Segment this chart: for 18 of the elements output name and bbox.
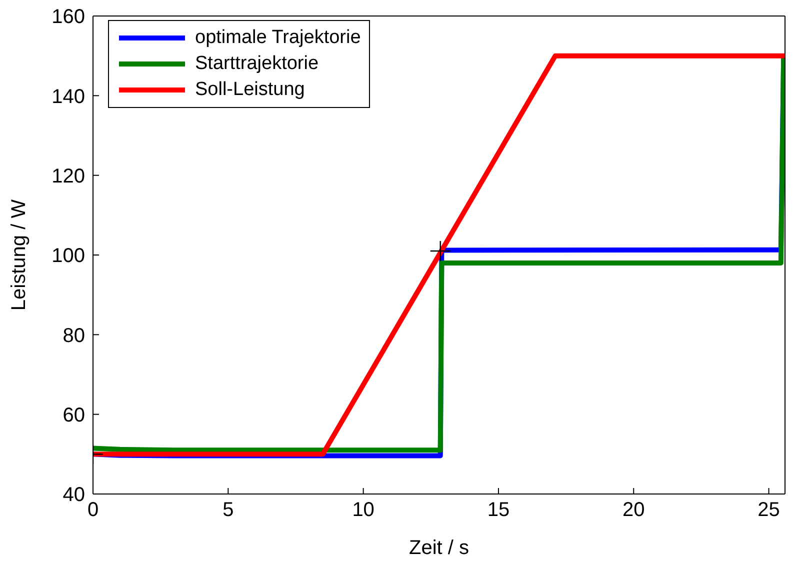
x-tick-label: 10 (352, 499, 374, 522)
y-tick-label: 120 (52, 165, 85, 188)
legend-label: Soll-Leistung (195, 78, 305, 102)
x-tick-label: 0 (87, 499, 99, 522)
x-tick-label: 20 (622, 499, 645, 522)
y-tick-label: 100 (52, 245, 85, 268)
y-tick-label: 140 (52, 86, 85, 108)
legend-label: optimale Trajektorie (195, 26, 361, 50)
x-tick-label: 15 (487, 499, 510, 522)
y-tick-label: 40 (62, 484, 85, 506)
x-axis-title: Zeit / s (408, 537, 470, 559)
y-tick-label: 60 (62, 404, 85, 426)
legend-label: Starttrajektorie (195, 52, 319, 76)
y-tick-label: 80 (62, 324, 85, 347)
x-tick-label: 25 (758, 499, 780, 522)
y-tick-label: 160 (52, 6, 85, 28)
y-axis-title: Leistung / W (8, 199, 30, 311)
x-tick-label: 5 (222, 499, 234, 522)
